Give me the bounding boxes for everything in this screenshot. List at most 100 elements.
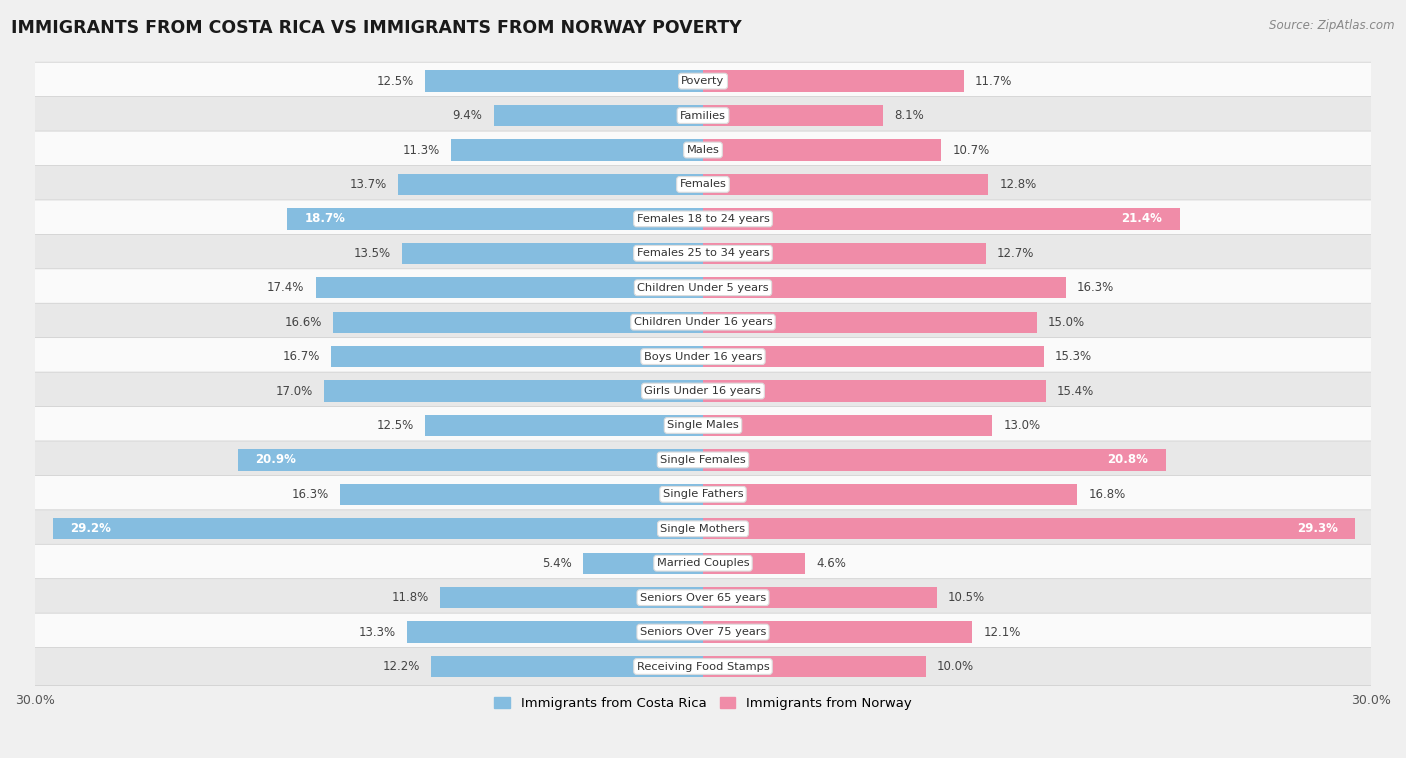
Text: Boys Under 16 years: Boys Under 16 years (644, 352, 762, 362)
Bar (703, 174, 988, 195)
FancyBboxPatch shape (34, 200, 1372, 238)
Bar (333, 312, 703, 333)
FancyBboxPatch shape (34, 303, 1372, 341)
Text: Females 18 to 24 years: Females 18 to 24 years (637, 214, 769, 224)
Bar (315, 277, 703, 299)
Bar (402, 243, 703, 264)
Bar (451, 139, 703, 161)
Text: 9.4%: 9.4% (453, 109, 482, 122)
Text: Single Fathers: Single Fathers (662, 490, 744, 500)
Text: Single Females: Single Females (661, 455, 745, 465)
Text: 17.0%: 17.0% (276, 384, 314, 397)
Text: 12.7%: 12.7% (997, 247, 1035, 260)
Text: 29.3%: 29.3% (1296, 522, 1337, 535)
Text: Seniors Over 75 years: Seniors Over 75 years (640, 627, 766, 637)
Text: 12.2%: 12.2% (382, 660, 420, 673)
Text: 20.8%: 20.8% (1108, 453, 1149, 466)
Bar (703, 553, 806, 574)
Text: Females 25 to 34 years: Females 25 to 34 years (637, 249, 769, 258)
Text: Married Couples: Married Couples (657, 558, 749, 568)
Bar (703, 656, 925, 677)
Bar (703, 346, 1043, 368)
Text: Poverty: Poverty (682, 76, 724, 86)
Bar (703, 139, 941, 161)
Bar (325, 381, 703, 402)
Text: Males: Males (686, 145, 720, 155)
Bar (238, 449, 703, 471)
Text: Girls Under 16 years: Girls Under 16 years (644, 386, 762, 396)
Bar (703, 70, 963, 92)
Text: 12.5%: 12.5% (377, 74, 413, 88)
Bar (406, 622, 703, 643)
Bar (703, 208, 1180, 230)
Bar (340, 484, 703, 505)
Bar (703, 587, 936, 609)
Text: 12.1%: 12.1% (984, 625, 1021, 638)
Bar (703, 381, 1046, 402)
Text: 16.3%: 16.3% (291, 488, 329, 501)
Text: 10.0%: 10.0% (936, 660, 974, 673)
FancyBboxPatch shape (34, 234, 1372, 272)
Text: 13.0%: 13.0% (1004, 419, 1040, 432)
Text: 13.3%: 13.3% (359, 625, 395, 638)
Text: 12.5%: 12.5% (377, 419, 413, 432)
Text: Source: ZipAtlas.com: Source: ZipAtlas.com (1270, 19, 1395, 32)
Text: 11.7%: 11.7% (974, 74, 1012, 88)
Text: 12.8%: 12.8% (1000, 178, 1036, 191)
Text: Females: Females (679, 180, 727, 190)
FancyBboxPatch shape (34, 165, 1372, 203)
Bar (703, 449, 1166, 471)
Text: 15.0%: 15.0% (1047, 315, 1085, 329)
Bar (398, 174, 703, 195)
Text: 21.4%: 21.4% (1121, 212, 1161, 225)
Text: Children Under 16 years: Children Under 16 years (634, 317, 772, 327)
FancyBboxPatch shape (34, 510, 1372, 548)
Text: 18.7%: 18.7% (304, 212, 346, 225)
FancyBboxPatch shape (34, 613, 1372, 651)
Text: Single Mothers: Single Mothers (661, 524, 745, 534)
Bar (440, 587, 703, 609)
Bar (703, 415, 993, 436)
Text: 20.9%: 20.9% (256, 453, 297, 466)
FancyBboxPatch shape (34, 406, 1372, 444)
Text: 16.6%: 16.6% (285, 315, 322, 329)
Text: 10.7%: 10.7% (952, 143, 990, 156)
Text: 11.3%: 11.3% (404, 143, 440, 156)
FancyBboxPatch shape (34, 475, 1372, 513)
Bar (53, 518, 703, 540)
FancyBboxPatch shape (34, 96, 1372, 134)
FancyBboxPatch shape (34, 372, 1372, 410)
Bar (494, 105, 703, 127)
Text: 16.3%: 16.3% (1077, 281, 1115, 294)
FancyBboxPatch shape (34, 441, 1372, 479)
Text: Receiving Food Stamps: Receiving Food Stamps (637, 662, 769, 672)
Bar (703, 243, 986, 264)
Text: Seniors Over 65 years: Seniors Over 65 years (640, 593, 766, 603)
Text: 13.5%: 13.5% (354, 247, 391, 260)
Text: Children Under 5 years: Children Under 5 years (637, 283, 769, 293)
Bar (425, 415, 703, 436)
Text: Families: Families (681, 111, 725, 121)
Text: 11.8%: 11.8% (392, 591, 429, 604)
Bar (432, 656, 703, 677)
Legend: Immigrants from Costa Rica, Immigrants from Norway: Immigrants from Costa Rica, Immigrants f… (489, 691, 917, 715)
Bar (703, 518, 1355, 540)
FancyBboxPatch shape (34, 337, 1372, 375)
Bar (703, 622, 973, 643)
Text: 29.2%: 29.2% (70, 522, 111, 535)
FancyBboxPatch shape (34, 647, 1372, 685)
Text: 17.4%: 17.4% (267, 281, 304, 294)
Text: Single Males: Single Males (666, 421, 740, 431)
Bar (703, 105, 883, 127)
Bar (287, 208, 703, 230)
Bar (582, 553, 703, 574)
Bar (425, 70, 703, 92)
Text: 16.7%: 16.7% (283, 350, 321, 363)
Bar (330, 346, 703, 368)
Text: 13.7%: 13.7% (350, 178, 387, 191)
Bar (703, 277, 1066, 299)
FancyBboxPatch shape (34, 578, 1372, 616)
Text: 16.8%: 16.8% (1088, 488, 1125, 501)
FancyBboxPatch shape (34, 269, 1372, 307)
Text: 15.3%: 15.3% (1054, 350, 1092, 363)
